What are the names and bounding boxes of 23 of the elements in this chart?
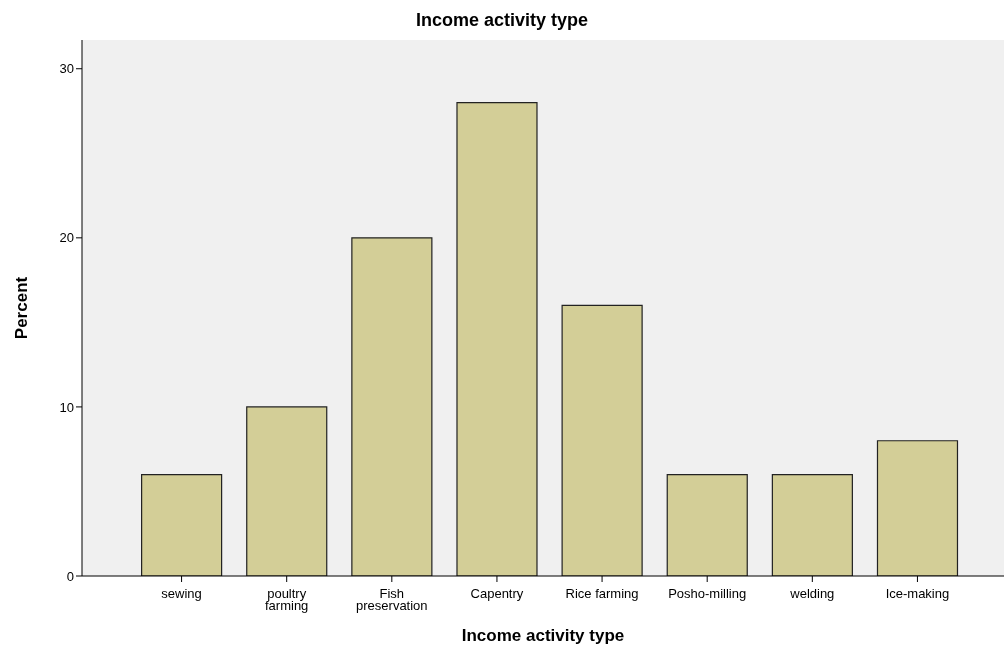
bar [456,101,538,576]
bar [246,406,328,576]
x-tick-label: Ice-making [885,586,950,601]
x-tick-label: sewing [161,586,202,601]
bar [351,237,433,576]
y-tick-label: 30 [59,61,74,77]
x-tick-label: Rice farming [565,586,639,601]
x-tick-label: Fish preservation [356,586,428,613]
y-tick-label: 20 [59,230,74,246]
bar [666,473,748,576]
bar [771,473,853,576]
x-tick-label: Posho-milling [668,586,747,601]
x-tick-label: Capentry [470,586,524,601]
x-tick-label: poultry farming [265,586,309,613]
x-axis-title: Income activity type [460,626,626,646]
y-tick-label: 0 [66,568,74,584]
y-axis-title: Percent [12,276,32,340]
y-tick-label: 10 [59,399,74,415]
bar [876,440,959,576]
x-tick-label: welding [789,586,835,601]
bar [561,304,643,576]
bar [141,473,223,576]
chart-title: Income activity type [414,10,590,31]
